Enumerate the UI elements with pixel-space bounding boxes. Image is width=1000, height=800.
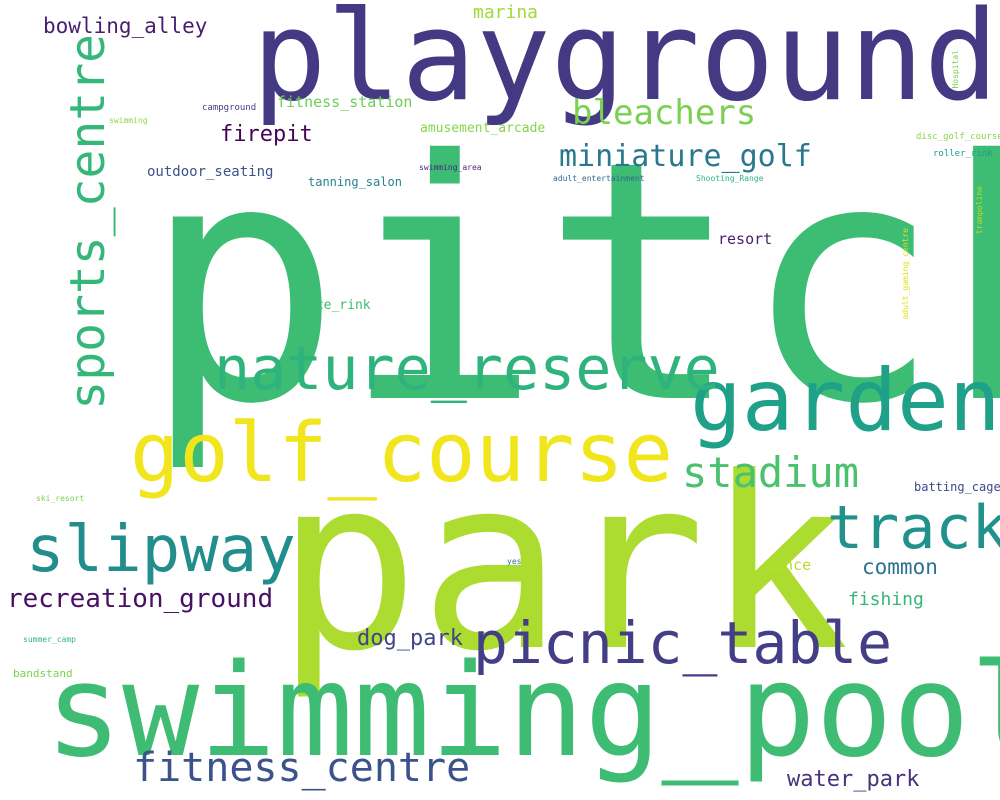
word-sports-centre: sports_centre [60, 34, 116, 410]
word-water-park: water_park [787, 767, 920, 792]
word-track: track [827, 493, 1000, 563]
word-campground: campground [202, 103, 257, 113]
word-bandstand: bandstand [13, 667, 73, 680]
word-swimming-area: swimming_area [419, 163, 482, 172]
word-batting-cage: batting_cage [914, 480, 1000, 494]
word-summer-camp: summer_camp [23, 635, 76, 644]
word-resort: resort [718, 230, 773, 248]
word-common: common [862, 555, 938, 579]
word-garden: garden [690, 351, 1000, 451]
word-tanning-salon: tanning_salon [308, 175, 402, 189]
word-outdoor-seating: outdoor_seating [147, 164, 274, 180]
word-miniature-golf: miniature_golf [559, 139, 812, 174]
word-dance: dance [766, 556, 812, 574]
word-stadium: stadium [682, 448, 860, 497]
word-adult-entertainment: adult_entertainment [553, 174, 645, 183]
word-recreation-ground: recreation_ground [7, 584, 274, 614]
word-pitch: pitch [142, 91, 1000, 477]
word-yes: yes [507, 557, 522, 566]
word-bowling-alley: bowling_alley [43, 14, 208, 38]
word-swimming-pool: swimming_pool [45, 637, 1000, 786]
word-adult-gaming-centre: adult_gaming_centre [901, 228, 910, 320]
word-firepit: firepit [220, 122, 313, 147]
word-fishing: fishing [848, 589, 924, 610]
word-marina: marina [473, 2, 539, 23]
word-ski-resort: ski_resort [36, 494, 85, 503]
word-slipway: slipway [26, 513, 296, 587]
word-disc-golf-course: disc_golf_course [916, 132, 1000, 142]
word-trampoline: trampoline [975, 186, 984, 235]
word-park: park [276, 427, 850, 704]
word-shooting-range: Shooting_Range [696, 174, 764, 183]
word-fitness-centre: fitness_centre [133, 745, 471, 791]
word-golf-course: golf_course [130, 406, 674, 501]
word-nature-reserve: nature_reserve [214, 334, 720, 404]
word-dog-park: dog_park [357, 626, 463, 651]
word-ice-rink: ice_rink [308, 298, 371, 313]
word-bleachers: bleachers [572, 93, 757, 133]
word-picnic-table: picnic_table [473, 609, 893, 677]
word-playground: playground [252, 0, 999, 129]
word-fitness-station: fitness_station [277, 93, 413, 111]
word-hospital: Hospital [951, 50, 960, 89]
word-roller-rink: roller_rink [933, 149, 993, 159]
word-swimming: swimming [109, 116, 148, 125]
word-amusement-arcade: amusement_arcade [420, 121, 546, 136]
